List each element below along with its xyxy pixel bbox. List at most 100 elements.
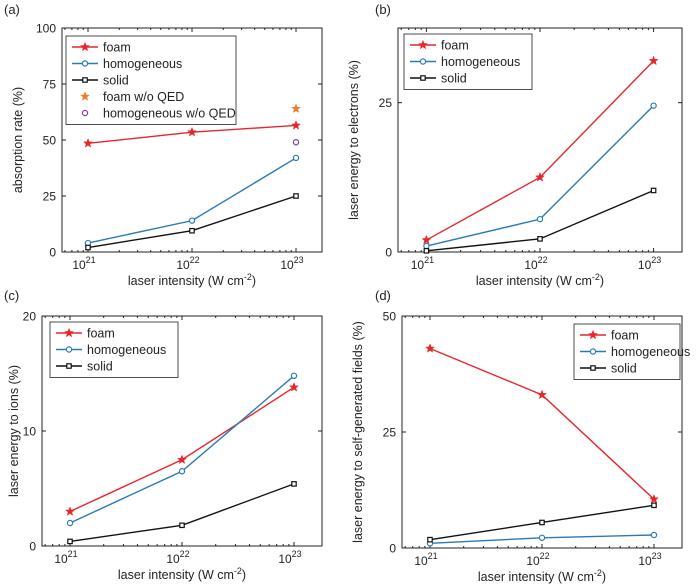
x-tick-label: 1021 [414,551,437,568]
data-point-homogeneous [292,154,300,162]
y-tick-label: 0 [29,540,36,554]
series-line-homogeneous [69,375,295,524]
data-point-foam [648,493,660,504]
x-axis-label: laser intensity (W cm-2) [128,272,256,288]
legend-marker-solid [82,77,88,83]
legend-label: homogeneous [87,343,166,357]
data-point-solid [537,236,543,242]
data-point-solid [423,248,430,254]
y-tick-label: 75 [43,78,57,92]
legend-marker-foam [417,39,429,50]
legend-marker-foam [63,327,75,338]
panel-label: (d) [375,288,391,303]
legend-marker-solid [420,75,426,81]
data-point-homogeneous [66,519,74,527]
y-tick-label: 25 [383,426,397,440]
legend-label: homogeneous [103,57,182,71]
data-point-homogeneous [538,534,546,541]
legend-marker-solid [590,365,596,371]
data-point-foam [534,172,546,182]
legend-marker-foam-wo-qed [79,91,91,101]
chart-panel-b: (b) 0 25 1021 1022 1023 laser intensity (W cm-… [347,2,683,288]
y-axis-label: laser energy to self-generated fields (%… [351,321,365,543]
data-point-solid [427,536,433,543]
data-point-foam [648,55,659,66]
data-point-solid [67,538,73,545]
data-point-foam [82,138,94,148]
legend-marker-homogeneous [589,348,597,355]
y-tick-label: 100 [36,22,56,36]
y-tick-label: 20 [23,310,37,324]
panel-label: (a) [4,2,20,17]
data-point-foam-wo-qed [290,103,302,113]
legend-marker-solid [66,363,72,369]
legend-label: solid [103,74,129,88]
x-tick-label: 1022 [166,549,189,566]
data-point-foam [288,381,300,392]
legend-label: foam [611,329,639,343]
y-tick-label: 25 [43,190,57,204]
y-axis-label: laser energy to ions (%) [7,365,21,497]
legend-label: solid [87,360,113,374]
panel-label: (b) [375,2,391,17]
legend-marker-foam [79,41,91,52]
data-point-foam [290,120,302,130]
data-point-foam [536,389,548,400]
x-tick-label: 1022 [526,551,549,568]
chart-panel-a: (a) 0 25 50 75 100 1021 1022 1023 laser intensity… [4,2,323,288]
data-point-foam [421,234,432,245]
legend-marker-foam [587,329,599,340]
y-tick-label: 0 [389,542,396,556]
x-tick-label: 1022 [176,255,199,272]
legend-label: homogeneous w/o QED [103,107,236,121]
legend-label: foam [87,327,115,341]
x-tick-label: 1021 [411,255,434,272]
legend-label: foam [441,39,469,53]
legend-marker-homogeneous-wo-qed [81,109,89,117]
y-tick-label: 50 [43,134,57,148]
legend-label: homogeneous [611,345,690,359]
data-point-solid [291,481,297,487]
x-tick-label: 1022 [524,255,547,272]
legend-label: foam w/o QED [103,90,184,104]
data-point-homogeneous [650,102,657,109]
x-tick-label: 1021 [72,255,95,272]
legend-marker-homogeneous [65,346,73,353]
data-point-foam [186,126,198,137]
data-point-solid [179,522,185,529]
legend-marker-homogeneous [81,60,89,67]
legend-label: homogeneous [441,55,520,69]
data-point-foam [64,506,76,516]
data-point-solid [650,187,657,194]
y-tick-label: 50 [383,310,397,324]
x-tick-label: 1023 [280,255,303,272]
x-tick-label: 1023 [638,551,661,568]
legend-label: foam [103,41,131,55]
data-point-solid [85,244,91,251]
series-line-solid [69,483,295,543]
y-tick-label: 0 [385,246,392,260]
y-tick-label: 10 [23,425,37,439]
data-point-homogeneous [188,217,196,224]
panel-label: (c) [4,288,19,303]
x-axis-label: laser intensity (W cm-2) [118,566,246,582]
legend-label: solid [441,72,467,86]
legend-marker-homogeneous [419,58,427,65]
y-tick-label: 25 [379,96,393,110]
data-point-homogeneous [290,372,298,379]
x-axis-label: laser intensity (W cm-2) [478,568,606,584]
data-point-homogeneous [178,468,186,475]
x-tick-label: 1023 [638,255,661,272]
x-tick-label: 1021 [54,549,77,566]
data-point-solid [293,193,299,199]
data-point-homogeneous [423,242,430,250]
data-point-foam [424,343,436,353]
data-point-homogeneous-wo-qed [292,139,300,146]
chart-panel-d: (d) 0 25 50 1021 1022 1023 laser intensity (W c… [351,288,690,584]
x-axis-label: laser intensity (W cm-2) [476,272,604,288]
data-point-homogeneous [536,215,544,223]
series-line-foam [69,386,295,513]
data-point-solid [651,502,657,509]
